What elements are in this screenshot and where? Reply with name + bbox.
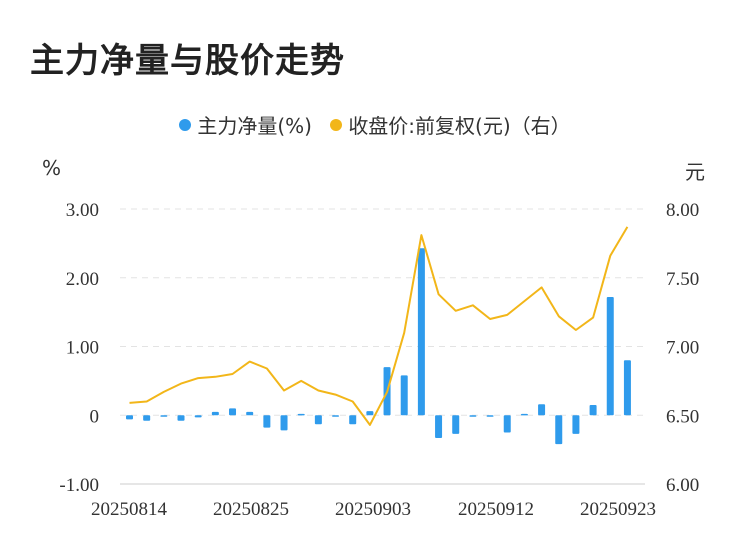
y-right-tick-label: 6.00 [666,475,699,496]
net-volume-bar [314,415,322,425]
net-volume-bar [538,404,546,416]
legend-dot-close-price [330,118,343,131]
chart-title: 主力净量与股价走势 [30,41,345,81]
net-volume-bar [589,404,597,416]
y-left-tick-label: 1.00 [66,338,99,359]
net-volume-bar [160,415,168,417]
y-left-tick-label: 0 [90,406,100,427]
net-volume-bar [469,415,477,417]
legend-label-net-volume: 主力净量(%) [197,114,312,138]
legend-dot-net-volume [179,118,192,131]
y-right-tick-label: 7.00 [666,338,699,359]
net-volume-bar [229,408,237,416]
net-volume-bar [435,415,443,438]
net-volume-bar [211,411,219,416]
net-volume-bar [486,415,494,417]
x-tick-label: 20250903 [335,499,411,520]
y-right-tick-label: 7.50 [666,269,699,290]
legend-item-close-price[interactable]: 收盘价:前复权(元)（右） [330,110,571,139]
net-volume-bar [349,415,357,425]
net-volume-bar [520,413,528,416]
net-volume-bar [332,415,340,417]
y-left-tick-label: -1.00 [59,475,99,496]
net-volume-bar [194,415,202,418]
net-volume-bar [623,360,631,416]
net-volume-bar [417,248,425,416]
y-left-tick-label: 3.00 [66,200,99,221]
y-right-tick-label: 8.00 [666,200,699,221]
net-volume-bar [246,411,254,416]
net-volume-bar [452,415,460,434]
legend-item-net-volume[interactable]: 主力净量(%) [179,110,312,139]
y-right-tick-label: 6.50 [666,406,699,427]
net-volume-bar [572,415,580,434]
net-volume-bar [280,415,288,431]
net-volume-bar [555,415,563,445]
net-volume-bar [366,411,374,416]
x-tick-label: 20250912 [458,499,534,520]
x-tick-label: 20250923 [580,499,656,520]
close-price-line [129,226,629,426]
legend: 主力净量(%) 收盘价:前复权(元)（右） [0,110,750,139]
left-axis-unit: % [42,156,62,180]
net-volume-bar [143,415,151,421]
net-volume-bar [177,415,185,421]
x-tick-label: 20250825 [213,499,289,520]
net-volume-bar [126,415,133,420]
x-tick-label: 20250814 [91,499,168,520]
legend-label-close-price: 收盘价:前复权(元)（右） [348,114,571,138]
net-volume-bar [297,413,305,416]
y-left-tick-label: 2.00 [66,269,99,290]
net-volume-bar [606,297,614,416]
net-volume-bar [400,375,408,416]
net-volume-bar [263,415,271,428]
right-axis-unit: 元 [685,160,705,184]
net-volume-bar [503,415,511,433]
